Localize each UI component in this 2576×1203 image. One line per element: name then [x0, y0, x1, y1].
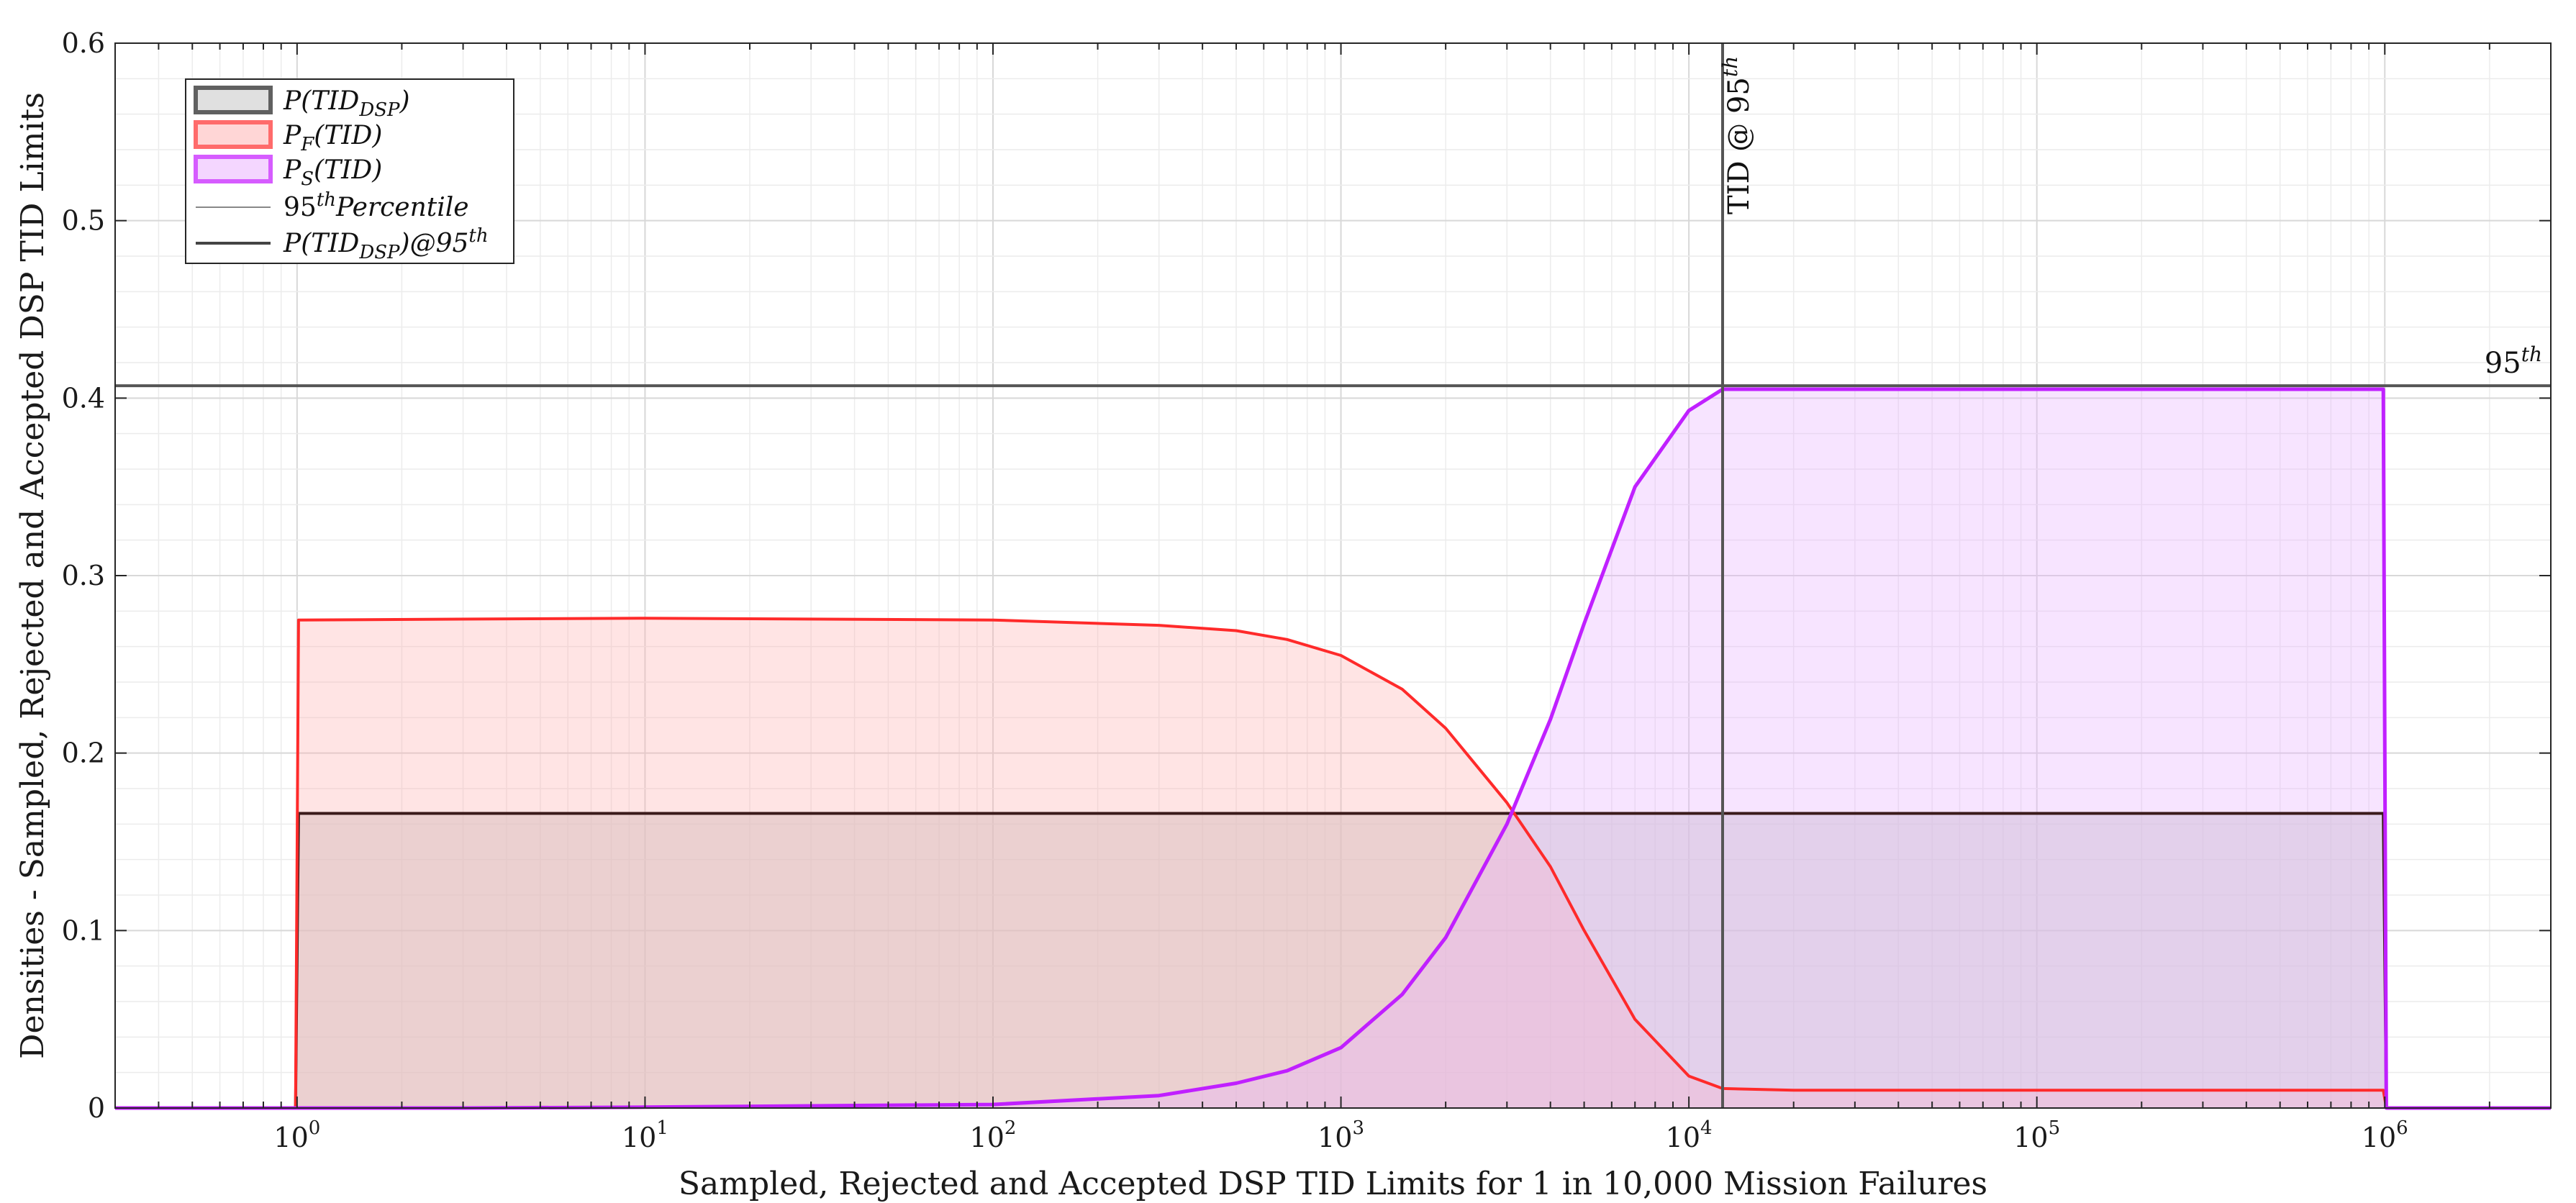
y-axis-ticks: 0 0.1 0.2 0.3 0.4 0.5 0.6: [62, 27, 2551, 1124]
legend-p-s-sub: S: [301, 168, 314, 190]
legend-percentile-sup: th: [317, 189, 336, 211]
legend-at95-main: P(TID: [283, 229, 360, 258]
y-axis-title: Densities - Sampled, Rejected and Accept…: [14, 92, 51, 1059]
hline-annotation-sup: th: [2521, 342, 2542, 366]
legend-p-f-main: P: [283, 121, 301, 150]
x-tick-label: 104: [1666, 1117, 1713, 1153]
legend-at95-mid: )@95: [399, 229, 469, 258]
series-fill-p-dsp: [115, 813, 2551, 1108]
legend-p-f-sub: F: [300, 134, 314, 155]
legend-label-p-dsp: P(TIDDSP): [283, 86, 410, 121]
y-tick-label: 0.1: [62, 914, 105, 946]
x-tick-label: 103: [1318, 1117, 1364, 1153]
legend-label-p-f: PF(TID): [283, 121, 382, 155]
y-tick-label: 0.2: [62, 737, 105, 769]
vline-annotation: TID @ 95th: [1718, 56, 1756, 214]
legend-label-p-dsp-at95: P(TIDDSP)@95th: [283, 225, 489, 263]
legend-percentile-tail: Percentile: [335, 193, 469, 222]
legend-swatch-p-f: [194, 120, 273, 149]
legend-p-s-tail: (TID): [314, 155, 382, 185]
legend: P(TIDDSP) PF(TID) PS(TID) 95thPercentile…: [185, 78, 514, 264]
series-line-p-f: [115, 617, 2551, 1109]
y-tick-label: 0: [88, 1092, 105, 1124]
series-fills: [115, 389, 2551, 1108]
hline-annotation-main: 95: [2485, 347, 2521, 380]
series-line-p-s: [115, 387, 2551, 1110]
x-axis-title: Sampled, Rejected and Accepted DSP TID L…: [679, 1166, 1987, 1202]
legend-at95-sub: DSP: [358, 242, 400, 263]
x-axis-ticks: 100 101 102 103 104 105 106: [114, 43, 2552, 1153]
vline-annotation-sup: th: [1718, 56, 1742, 77]
x-tick-label: 105: [2013, 1117, 2060, 1153]
legend-p-dsp-main: P(TID: [283, 86, 360, 116]
hline-annotation: 95th: [2485, 342, 2542, 380]
y-tick-label: 0.3: [62, 560, 105, 591]
x-tick-label: 106: [2362, 1117, 2408, 1153]
x-tick-label: 100: [273, 1117, 320, 1153]
series-lines: [115, 387, 2551, 1110]
x-tick-label: 101: [622, 1117, 668, 1153]
y-tick-label: 0.6: [62, 27, 105, 59]
y-tick-label: 0.5: [62, 205, 105, 237]
x-tick-label: 102: [970, 1117, 1017, 1153]
legend-p-dsp-sub: DSP: [358, 99, 400, 121]
legend-label-percentile: 95thPercentile: [284, 189, 469, 222]
legend-p-f-tail: (TID): [314, 121, 382, 150]
legend-label-p-s: PS(TID): [283, 155, 382, 190]
vline-annotation-main: TID @ 95: [1723, 77, 1756, 214]
legend-p-s-main: P: [283, 155, 301, 185]
reference-lines: [115, 43, 2551, 1108]
series-fill-p-s: [115, 389, 2551, 1108]
legend-p-dsp-tail: ): [399, 86, 410, 116]
legend-swatch-p-dsp: [194, 86, 273, 114]
legend-swatch-p-s: [194, 155, 273, 183]
series-fill-p-f: [115, 618, 2551, 1108]
legend-percentile-main: 95: [284, 193, 317, 222]
y-tick-label: 0.4: [62, 382, 105, 414]
legend-at95-sup: th: [468, 225, 488, 247]
